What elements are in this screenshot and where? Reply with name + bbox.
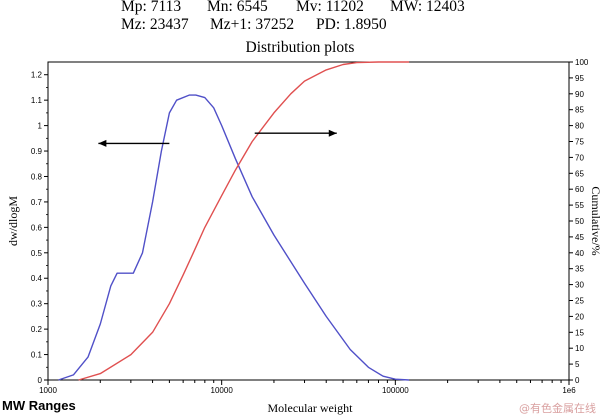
- molecular-weight-stats: Mp: 7113 Mn: 6545 Mv: 11202 MW: 12403 Mz…: [0, 0, 600, 40]
- y-right-tick-label: 65: [575, 169, 584, 178]
- right-arrow-head: [328, 129, 337, 137]
- series-layer: [58, 61, 410, 381]
- y-left-tick-label: 0.2: [31, 325, 43, 334]
- y-left-tick-label: 1: [38, 122, 43, 131]
- y-axis-label-right: Cumulative/%: [589, 186, 600, 255]
- y-left-tick-label: 1.1: [31, 96, 43, 105]
- x-tick-label: 100000: [382, 386, 409, 395]
- stat-mp: Mp: 7113: [121, 0, 182, 15]
- y-right-tick-label: 100: [575, 58, 589, 67]
- bottom-axis: 1000 10000 100000 1e6: [39, 380, 576, 395]
- x-axis-label: Molecular weight: [268, 401, 354, 415]
- stat-mw: MW: 12403: [390, 0, 465, 15]
- y-right-tick-label: 0: [575, 376, 580, 385]
- y-right-tick-label: 30: [575, 281, 584, 290]
- chart-title: Distribution plots: [246, 39, 355, 56]
- y-right-tick-label: 40: [575, 249, 584, 258]
- y-right-tick-label: 10: [575, 344, 584, 353]
- y-right-tick-label: 70: [575, 153, 584, 162]
- x-tick-label: 1e6: [562, 386, 576, 395]
- y-right-tick-label: 75: [575, 138, 584, 147]
- y-right-tick-label: 95: [575, 74, 584, 83]
- y-axis-label-left: dw/dlogM: [6, 196, 20, 246]
- y-right-tick-label: 15: [575, 328, 584, 337]
- y-left-tick-label: 0.6: [31, 223, 43, 232]
- mw-ranges-label: MW Ranges: [2, 398, 76, 413]
- y-right-tick-label: 45: [575, 233, 584, 242]
- distribution-series-line: [58, 94, 410, 381]
- stat-mn: Mn: 6545: [207, 0, 268, 15]
- y-left-tick-label: 0: [38, 376, 43, 385]
- y-right-tick-label: 60: [575, 185, 584, 194]
- y-right-tick-label: 50: [575, 217, 584, 226]
- left-arrow-head: [98, 139, 107, 147]
- y-right-tick-label: 90: [575, 90, 584, 99]
- stat-mz1: Mz+1: 37252: [210, 16, 295, 33]
- stat-mv: Mv: 11202: [296, 0, 364, 15]
- plot-frame: [47, 61, 570, 381]
- right-axis: 0 5 10 15 20 25 30 35 40 45 50 55 60 65 70 75 80 85 90 95 10…: [569, 58, 589, 385]
- y-right-tick-label: 20: [575, 312, 584, 321]
- y-left-tick-label: 1.2: [31, 71, 43, 80]
- y-left-tick-label: 0.9: [31, 147, 43, 156]
- left-axis: 0 0.1 0.2 0.3 0.4 0.5 0.6 0.7 0.8 0.9 1 1.1 1.2: [31, 71, 48, 385]
- y-right-tick-label: 25: [575, 297, 584, 306]
- y-left-tick-label: 0.4: [31, 274, 43, 283]
- y-left-tick-label: 0.3: [31, 300, 43, 309]
- annotation-layer: [98, 129, 337, 147]
- x-tick-label: 1000: [39, 386, 57, 395]
- y-right-tick-label: 35: [575, 265, 584, 274]
- y-left-tick-label: 0.7: [31, 198, 43, 207]
- watermark: @有色金属在线: [519, 402, 596, 415]
- y-left-tick-label: 0.1: [31, 351, 43, 360]
- x-tick-label: 10000: [211, 386, 234, 395]
- y-left-tick-label: 0.8: [31, 172, 43, 181]
- y-right-tick-label: 55: [575, 201, 584, 210]
- y-right-tick-label: 80: [575, 122, 584, 131]
- y-right-tick-label: 5: [575, 360, 580, 369]
- cumulative-series-line: [78, 61, 410, 381]
- y-right-tick-label: 85: [575, 106, 584, 115]
- stat-pd: PD: 1.8950: [316, 16, 387, 33]
- stat-mz: Mz: 23437: [121, 16, 189, 33]
- y-left-tick-label: 0.5: [31, 249, 43, 258]
